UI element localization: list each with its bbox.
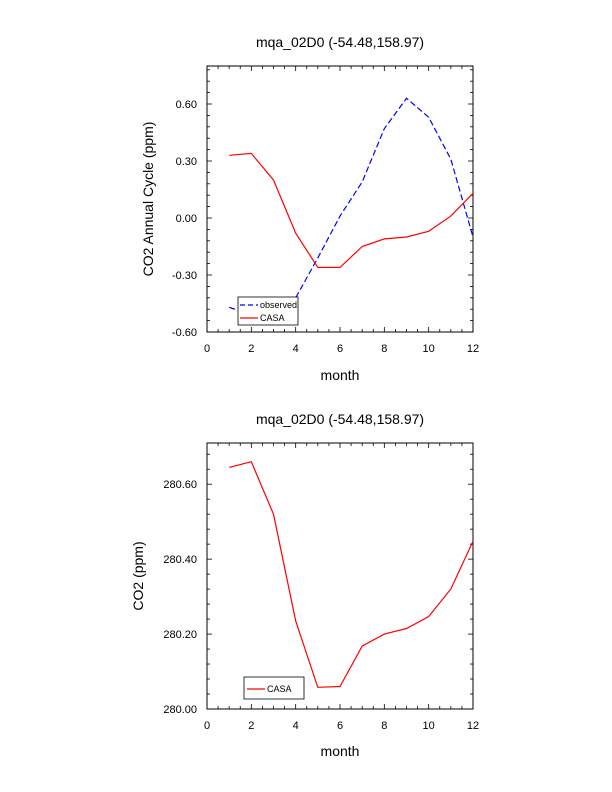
- series-group: [229, 97, 474, 316]
- x-axis-label: month: [321, 743, 360, 759]
- y-tick-label: 280.00: [163, 704, 197, 716]
- series-group: [229, 460, 474, 688]
- x-tick-labels: 0 2 4 6 8 10 12: [204, 343, 479, 355]
- x-axis-label: month: [321, 367, 360, 383]
- axis-ticks: [206, 443, 474, 710]
- plot-frame: [206, 442, 474, 710]
- x-tick-label: 6: [337, 720, 343, 732]
- x-tick-label: 10: [423, 720, 435, 732]
- series-line-casa: [229, 152, 474, 268]
- x-tick-label: 2: [248, 720, 254, 732]
- legend: CASA: [243, 676, 305, 700]
- chart-title: mqa_02D0 (-54.48,158.97): [256, 34, 424, 50]
- legend-box: [237, 296, 299, 326]
- y-tick-labels: 280.00 280.20 280.40 280.60: [163, 479, 197, 716]
- x-tick-label: 4: [293, 720, 299, 732]
- x-tick-label: 12: [467, 343, 479, 355]
- y-tick-labels: -0.60 -0.30 0.00 0.30 0.60: [172, 99, 197, 339]
- y-axis-label: CO2 Annual Cycle (ppm): [140, 122, 156, 277]
- y-tick-label: -0.60: [172, 327, 197, 339]
- x-tick-label: 0: [204, 720, 210, 732]
- x-tick-label: 8: [381, 720, 387, 732]
- x-tick-label: 6: [337, 343, 343, 355]
- series-line-casa: [229, 460, 474, 688]
- plot-frame: [206, 65, 474, 333]
- y-tick-label: 280.40: [163, 554, 197, 566]
- series-line-observed: [229, 97, 474, 316]
- chart-co2-ppm: mqa_02D0 (-54.48,158.97) 0 2 4 6 8 10 12 280.0…: [130, 411, 479, 759]
- legend-box: [243, 676, 305, 700]
- y-tick-label: 0.30: [176, 156, 197, 168]
- chart-title: mqa_02D0 (-54.48,158.97): [256, 411, 424, 427]
- y-tick-label: 0.60: [176, 99, 197, 111]
- legend: observed CASA: [237, 296, 299, 326]
- legend-label-casa: CASA: [267, 684, 292, 694]
- y-tick-label: 0.00: [176, 213, 197, 225]
- legend-label-observed: observed: [260, 300, 297, 310]
- y-tick-label: 280.60: [163, 479, 197, 491]
- x-tick-labels: 0 2 4 6 8 10 12: [204, 720, 479, 732]
- x-tick-label: 4: [293, 343, 299, 355]
- y-tick-label: -0.30: [172, 270, 197, 282]
- x-tick-label: 8: [381, 343, 387, 355]
- x-tick-label: 10: [423, 343, 435, 355]
- chart-annual-cycle: mqa_02D0 (-54.48,158.97) 0 2 4 6 8 10 12 -0.60…: [140, 34, 479, 383]
- x-tick-label: 0: [204, 343, 210, 355]
- y-tick-label: 280.20: [163, 629, 197, 641]
- x-tick-label: 12: [467, 720, 479, 732]
- axis-ticks: [206, 66, 474, 333]
- x-tick-label: 2: [248, 343, 254, 355]
- legend-label-casa: CASA: [260, 313, 285, 323]
- y-axis-label: CO2 (ppm): [130, 541, 146, 610]
